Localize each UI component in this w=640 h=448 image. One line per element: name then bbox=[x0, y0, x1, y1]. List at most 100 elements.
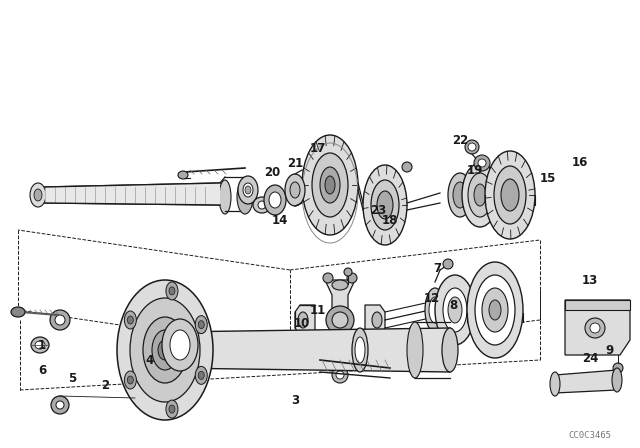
Ellipse shape bbox=[50, 310, 70, 330]
Text: 12: 12 bbox=[424, 292, 440, 305]
Ellipse shape bbox=[269, 192, 281, 208]
Ellipse shape bbox=[489, 300, 501, 320]
Ellipse shape bbox=[258, 201, 266, 209]
Polygon shape bbox=[45, 183, 220, 205]
Ellipse shape bbox=[243, 183, 253, 197]
Ellipse shape bbox=[371, 180, 399, 230]
Ellipse shape bbox=[363, 165, 407, 245]
Ellipse shape bbox=[178, 171, 188, 179]
Ellipse shape bbox=[468, 173, 492, 217]
Ellipse shape bbox=[372, 312, 382, 328]
Ellipse shape bbox=[407, 322, 423, 378]
Ellipse shape bbox=[166, 400, 178, 418]
Ellipse shape bbox=[332, 312, 348, 328]
Ellipse shape bbox=[130, 298, 200, 402]
Ellipse shape bbox=[290, 182, 300, 198]
Ellipse shape bbox=[448, 297, 462, 323]
Ellipse shape bbox=[55, 315, 65, 325]
Ellipse shape bbox=[323, 273, 333, 283]
Text: 13: 13 bbox=[582, 273, 598, 287]
Text: 22: 22 bbox=[452, 134, 468, 146]
Text: 3: 3 bbox=[291, 393, 299, 406]
Ellipse shape bbox=[478, 159, 486, 167]
Ellipse shape bbox=[442, 328, 458, 372]
Text: CC0C3465: CC0C3465 bbox=[568, 431, 611, 439]
Text: 21: 21 bbox=[287, 156, 303, 169]
Ellipse shape bbox=[312, 153, 348, 217]
Ellipse shape bbox=[158, 340, 172, 360]
Polygon shape bbox=[170, 328, 450, 372]
Ellipse shape bbox=[443, 259, 453, 269]
Ellipse shape bbox=[613, 363, 623, 373]
Text: 9: 9 bbox=[606, 344, 614, 357]
Ellipse shape bbox=[30, 183, 46, 207]
Ellipse shape bbox=[465, 140, 479, 154]
Ellipse shape bbox=[35, 341, 45, 349]
Ellipse shape bbox=[34, 189, 42, 201]
Ellipse shape bbox=[237, 180, 253, 214]
Ellipse shape bbox=[11, 307, 25, 317]
Ellipse shape bbox=[355, 337, 365, 363]
Ellipse shape bbox=[127, 376, 133, 384]
Ellipse shape bbox=[253, 197, 271, 213]
Ellipse shape bbox=[127, 316, 133, 324]
Ellipse shape bbox=[169, 405, 175, 413]
Ellipse shape bbox=[124, 311, 136, 329]
Ellipse shape bbox=[425, 288, 445, 332]
Polygon shape bbox=[295, 305, 315, 335]
Ellipse shape bbox=[590, 323, 600, 333]
Polygon shape bbox=[565, 300, 630, 355]
Ellipse shape bbox=[117, 280, 213, 420]
Ellipse shape bbox=[336, 371, 344, 379]
Text: 11: 11 bbox=[310, 303, 326, 316]
Text: 20: 20 bbox=[264, 165, 280, 178]
Ellipse shape bbox=[195, 316, 207, 334]
Ellipse shape bbox=[162, 319, 198, 371]
Polygon shape bbox=[565, 300, 630, 310]
Polygon shape bbox=[555, 370, 617, 393]
Ellipse shape bbox=[152, 330, 178, 370]
Text: 7: 7 bbox=[433, 262, 441, 275]
Ellipse shape bbox=[264, 185, 286, 215]
Text: 17: 17 bbox=[310, 142, 326, 155]
Ellipse shape bbox=[143, 317, 187, 383]
Ellipse shape bbox=[320, 167, 340, 203]
Ellipse shape bbox=[198, 321, 204, 329]
Ellipse shape bbox=[429, 297, 441, 323]
Text: 2: 2 bbox=[101, 379, 109, 392]
Ellipse shape bbox=[475, 275, 515, 345]
Ellipse shape bbox=[325, 176, 335, 194]
Ellipse shape bbox=[453, 182, 467, 208]
Ellipse shape bbox=[485, 151, 535, 239]
Ellipse shape bbox=[501, 179, 519, 211]
Ellipse shape bbox=[402, 162, 412, 172]
Ellipse shape bbox=[285, 174, 305, 206]
Ellipse shape bbox=[612, 368, 622, 392]
Text: 14: 14 bbox=[272, 214, 288, 227]
Polygon shape bbox=[325, 280, 355, 360]
Text: 1: 1 bbox=[38, 339, 46, 352]
Text: 10: 10 bbox=[294, 316, 310, 329]
Text: 8: 8 bbox=[449, 298, 457, 311]
Ellipse shape bbox=[124, 371, 136, 389]
Ellipse shape bbox=[326, 306, 354, 334]
Ellipse shape bbox=[352, 328, 368, 372]
Ellipse shape bbox=[474, 155, 490, 171]
Ellipse shape bbox=[51, 396, 69, 414]
Ellipse shape bbox=[332, 280, 348, 290]
Ellipse shape bbox=[494, 166, 526, 224]
Text: 15: 15 bbox=[540, 172, 556, 185]
Ellipse shape bbox=[198, 371, 204, 379]
Text: 19: 19 bbox=[467, 164, 483, 177]
Ellipse shape bbox=[166, 282, 178, 300]
Ellipse shape bbox=[435, 275, 475, 345]
Ellipse shape bbox=[467, 262, 523, 358]
Text: 23: 23 bbox=[370, 203, 386, 216]
Text: 6: 6 bbox=[38, 363, 46, 376]
Ellipse shape bbox=[344, 268, 352, 276]
Ellipse shape bbox=[332, 367, 348, 383]
Ellipse shape bbox=[347, 273, 357, 283]
Ellipse shape bbox=[468, 143, 476, 151]
Ellipse shape bbox=[474, 184, 486, 206]
Ellipse shape bbox=[195, 366, 207, 384]
